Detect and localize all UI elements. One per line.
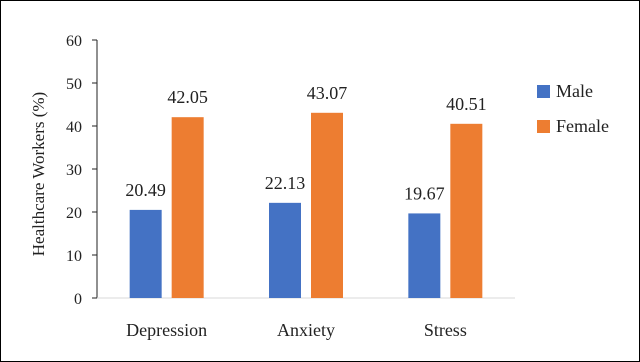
- bar-female-stress: [450, 123, 483, 298]
- x-axis-categories: Depression Anxiety Stress: [126, 320, 467, 340]
- data-label: 20.49: [125, 180, 166, 200]
- category-label: Anxiety: [277, 320, 335, 340]
- data-label: 19.67: [404, 183, 445, 203]
- legend-label-male: Male: [556, 81, 593, 101]
- legend-swatch-female: [537, 120, 550, 133]
- bars: 20.49 42.05 22.13 43.07 19.67 40.51: [97, 83, 515, 299]
- legend: Male Female: [537, 81, 609, 136]
- legend-label-female: Female: [556, 116, 609, 136]
- y-tick-label: 50: [66, 76, 82, 93]
- y-tick-label: 30: [66, 162, 82, 179]
- bar-male-anxiety: [269, 202, 301, 298]
- category-label: Stress: [424, 320, 467, 340]
- bar-female-depression: [171, 117, 204, 298]
- data-label: 42.05: [167, 87, 208, 107]
- data-label: 43.07: [307, 83, 348, 103]
- y-axis-ticks: 0 10 20 30 40 50 60: [66, 33, 97, 308]
- y-tick-label: 60: [66, 33, 82, 50]
- y-tick-label: 0: [74, 291, 82, 308]
- bar-male-depression: [129, 209, 162, 298]
- category-label: Depression: [126, 320, 207, 340]
- y-axis-label: Healthcare Workers (%): [29, 92, 48, 256]
- bar-female-anxiety: [311, 112, 343, 298]
- legend-swatch-male: [537, 85, 550, 98]
- data-label: 22.13: [265, 173, 306, 193]
- y-tick-label: 10: [66, 248, 82, 265]
- data-label: 40.51: [446, 94, 487, 114]
- y-tick-label: 20: [66, 205, 82, 222]
- bar-male-stress: [408, 213, 441, 298]
- y-tick-label: 40: [66, 119, 82, 136]
